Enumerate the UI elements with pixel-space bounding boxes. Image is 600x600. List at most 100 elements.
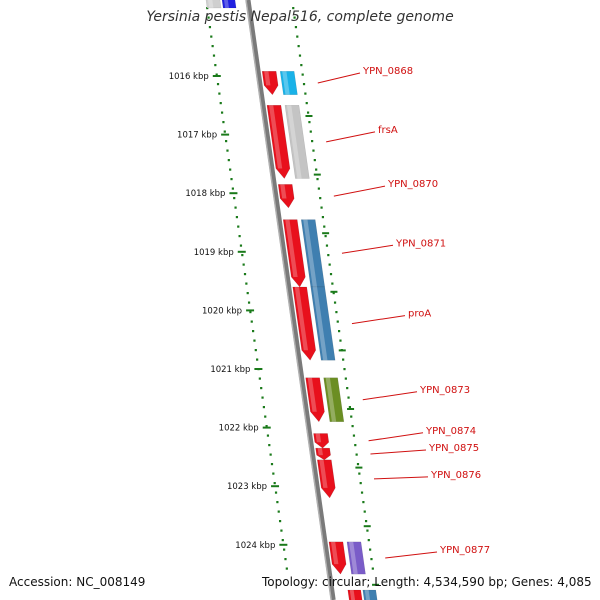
axis-dot	[264, 415, 267, 418]
axis-dot	[325, 244, 329, 247]
axis-dot	[293, 16, 296, 19]
forward-strand-arrow-shade	[319, 459, 328, 488]
tick-label: 1021 kbp	[210, 365, 250, 375]
axis-dot	[258, 377, 261, 380]
gene-leader-line	[317, 72, 361, 84]
axis-dot	[250, 320, 253, 323]
feature-top-grey-shade	[207, 0, 214, 8]
axis-dot	[331, 282, 334, 285]
gene-features	[205, 0, 378, 600]
forward-strand-arrow	[315, 447, 331, 461]
forward-strand-arrow-shade	[315, 433, 322, 443]
forward-strand-arrow-shade	[285, 219, 298, 277]
axis-dot	[223, 130, 226, 133]
axis-dot	[269, 453, 272, 456]
tick-label: 1023 kbp	[227, 482, 267, 492]
gene-label: frsA	[378, 125, 398, 136]
axis-dot	[367, 539, 370, 542]
axis-dot	[360, 491, 364, 494]
axis-ticks: 1016 kbp 1017 kbp 1018 kbp 1019 kbp 1020 kbp…	[169, 72, 380, 586]
axis-dot	[327, 254, 330, 257]
axis-dot	[316, 178, 319, 181]
axis-dot	[212, 54, 216, 57]
axis-dot	[207, 16, 210, 19]
axis-dot	[272, 472, 275, 475]
axis-dot	[296, 35, 299, 38]
axis-dot	[342, 358, 345, 361]
gene-bar-frsA	[284, 105, 310, 179]
gene-leader-line	[370, 449, 427, 455]
axis-dot	[284, 558, 287, 561]
tick-label: 1024 kbp	[235, 541, 275, 551]
axis-dot	[278, 520, 282, 523]
axis-dot	[233, 197, 236, 200]
gene-label: YPN_0868	[362, 66, 413, 77]
axis-dot	[347, 396, 350, 399]
tick-label: 1018 kbp	[185, 189, 225, 199]
axis-dot	[208, 26, 212, 29]
accession-text: Accession: NC_008149	[9, 575, 146, 589]
axis-dot	[253, 339, 256, 342]
axis-dot	[235, 216, 239, 219]
axis-dot	[335, 311, 338, 314]
axis-dot	[339, 339, 342, 342]
axis-dot	[238, 235, 241, 238]
backbone-highlight	[245, 0, 332, 600]
axis-dot	[329, 273, 333, 276]
gene-label: YPN_0875	[428, 443, 479, 454]
axis-dot	[222, 121, 225, 124]
axis-dot	[216, 83, 220, 86]
axis-dot	[350, 415, 353, 418]
axis-dot	[260, 387, 263, 390]
gene-labels: YPN_0868 frsA YPN_0870 YPN_0871 proA YPN_0873…	[317, 66, 490, 559]
axis-dot	[298, 54, 302, 57]
gene-bar-YPN_0868	[279, 71, 298, 96]
tick-label: 1022 kbp	[219, 424, 259, 434]
axis-dot	[348, 406, 351, 409]
axis-dot	[370, 558, 373, 561]
axis-dot	[273, 482, 276, 485]
axis-dot	[241, 254, 244, 257]
axis-dot	[219, 102, 222, 105]
axis-dot	[261, 396, 264, 399]
axis-dot	[230, 178, 233, 181]
tick-label: 1016 kbp	[169, 72, 209, 82]
forward-strand-arrow-shade	[280, 184, 287, 199]
axis-dot	[249, 311, 252, 314]
tick-label: 1020 kbp	[202, 306, 242, 316]
axis-dot	[256, 358, 259, 361]
axis-dot	[297, 45, 300, 48]
axis-dot	[338, 330, 341, 333]
axis-dot	[262, 406, 265, 409]
forward-strand-arrow	[266, 105, 291, 179]
axis-dot	[308, 121, 311, 124]
axis-dot	[237, 225, 240, 228]
forward-strand-arrow	[313, 433, 330, 449]
axis-dot	[292, 7, 295, 10]
axis-dot	[281, 539, 284, 542]
gene-bar-proA-shade	[312, 286, 328, 361]
axis-dot	[346, 387, 349, 390]
axis-dot	[265, 425, 268, 428]
axis-dot	[371, 567, 374, 570]
gene-bar-YPN_0877-shade	[348, 541, 358, 575]
axis-dot	[304, 92, 307, 95]
axis-dot	[243, 273, 247, 276]
gene-bar-YPN_0868-shade	[282, 71, 290, 95]
axis-dot	[247, 301, 251, 304]
gene-label: YPN_0870	[387, 179, 438, 190]
forward-strand-arrow	[277, 184, 295, 209]
axis-dots	[206, 7, 374, 570]
axis-dot	[306, 111, 310, 114]
axis-dot	[364, 520, 368, 523]
gene-leader-line	[333, 185, 386, 197]
axis-dot	[302, 83, 306, 86]
axis-dot	[220, 111, 224, 114]
axis-dot	[324, 235, 327, 238]
axis-dot	[355, 453, 358, 456]
axis-dot	[254, 349, 257, 352]
gene-label: YPN_0874	[425, 426, 476, 437]
feature-bottom-blue-shade	[364, 590, 371, 600]
axis-dot	[276, 501, 279, 504]
